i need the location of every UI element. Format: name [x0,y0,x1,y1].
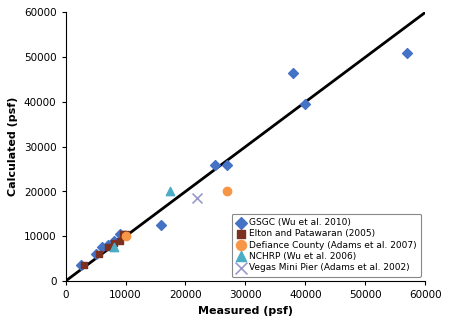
GSGC (Wu et al. 2010) [404,50,411,55]
GSGC (Wu et al. 2010) [302,101,309,107]
Elton and Patawaran (2005) [110,240,117,246]
Elton and Patawaran (2005) [104,245,111,250]
GSGC (Wu et al. 2010) [110,238,117,243]
GSGC (Wu et al. 2010) [92,252,99,257]
GSGC (Wu et al. 2010) [77,263,84,268]
GSGC (Wu et al. 2010) [98,245,105,250]
Elton and Patawaran (2005) [116,238,123,243]
Vegas Mini Pier (Adams et al. 2002) [194,196,201,201]
Elton and Patawaran (2005) [80,263,87,268]
Elton and Patawaran (2005) [122,231,129,237]
NCHRP (Wu et al. 2006) [110,245,117,250]
Defiance County (Adams et al. 2007) [122,234,129,239]
GSGC (Wu et al. 2010) [290,70,297,75]
Defiance County (Adams et al. 2007) [224,189,231,194]
GSGC (Wu et al. 2010) [212,162,219,167]
GSGC (Wu et al. 2010) [116,231,123,237]
NCHRP (Wu et al. 2006) [167,189,174,194]
Elton and Patawaran (2005) [119,231,126,237]
Y-axis label: Calculated (psf): Calculated (psf) [9,97,18,196]
GSGC (Wu et al. 2010) [104,243,111,248]
Legend: GSGC (Wu et al. 2010), Elton and Patawaran (2005), Defiance County (Adams et al.: GSGC (Wu et al. 2010), Elton and Patawar… [232,214,421,277]
GSGC (Wu et al. 2010) [158,223,165,228]
X-axis label: Measured (psf): Measured (psf) [198,306,293,316]
Elton and Patawaran (2005) [95,252,102,257]
GSGC (Wu et al. 2010) [224,162,231,167]
